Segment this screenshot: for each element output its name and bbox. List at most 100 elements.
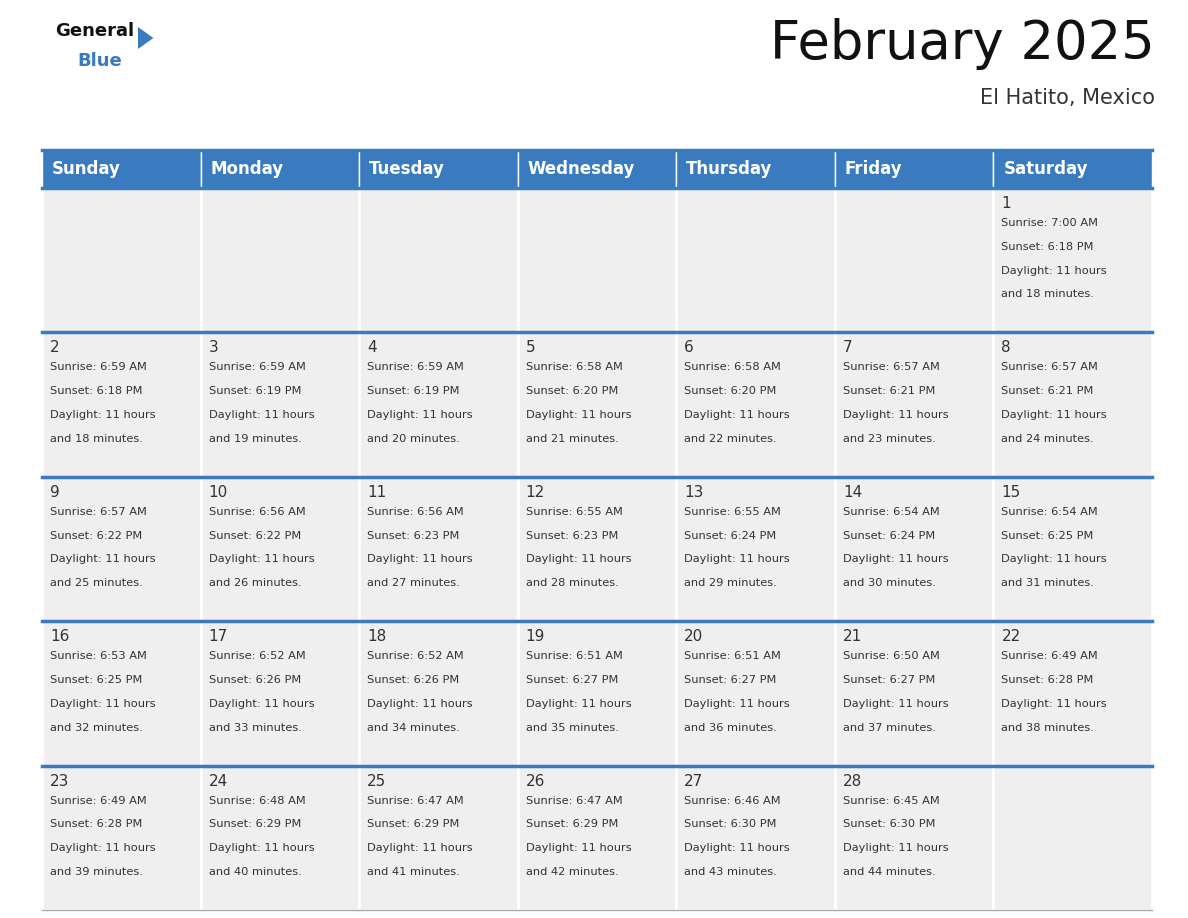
Text: Blue: Blue [77, 52, 121, 70]
Bar [518, 621, 676, 766]
Text: Sunset: 6:28 PM: Sunset: 6:28 PM [50, 820, 143, 830]
Bar [993, 150, 1152, 188]
Text: Sunset: 6:20 PM: Sunset: 6:20 PM [684, 386, 777, 397]
Text: and 35 minutes.: and 35 minutes. [526, 722, 619, 733]
Text: Sunset: 6:20 PM: Sunset: 6:20 PM [526, 386, 618, 397]
Text: Sunset: 6:18 PM: Sunset: 6:18 PM [50, 386, 143, 397]
Bar [201, 188, 359, 332]
Text: Daylight: 11 hours: Daylight: 11 hours [842, 699, 948, 709]
Bar [835, 476, 993, 621]
Text: and 33 minutes.: and 33 minutes. [209, 722, 302, 733]
Text: Daylight: 11 hours: Daylight: 11 hours [1001, 554, 1107, 565]
Text: Daylight: 11 hours: Daylight: 11 hours [526, 699, 631, 709]
Text: Sunrise: 7:00 AM: Sunrise: 7:00 AM [1001, 218, 1099, 228]
Text: 3: 3 [209, 341, 219, 355]
Text: and 31 minutes.: and 31 minutes. [1001, 578, 1094, 588]
Text: Sunset: 6:24 PM: Sunset: 6:24 PM [842, 531, 935, 541]
Text: Sunrise: 6:49 AM: Sunrise: 6:49 AM [1001, 651, 1098, 661]
Text: 28: 28 [842, 774, 862, 789]
Text: Daylight: 11 hours: Daylight: 11 hours [684, 844, 790, 853]
Text: Sunset: 6:29 PM: Sunset: 6:29 PM [367, 820, 460, 830]
Text: 26: 26 [526, 774, 545, 789]
Text: Sunset: 6:27 PM: Sunset: 6:27 PM [526, 675, 618, 685]
Bar [676, 150, 835, 188]
Bar [359, 332, 518, 476]
Text: Daylight: 11 hours: Daylight: 11 hours [50, 699, 156, 709]
Text: and 29 minutes.: and 29 minutes. [684, 578, 777, 588]
Text: Monday: Monday [210, 160, 284, 178]
Text: Daylight: 11 hours: Daylight: 11 hours [1001, 265, 1107, 275]
Text: Daylight: 11 hours: Daylight: 11 hours [209, 699, 314, 709]
Text: El Hatito, Mexico: El Hatito, Mexico [980, 88, 1155, 108]
Text: Sunrise: 6:59 AM: Sunrise: 6:59 AM [209, 363, 305, 373]
Bar [518, 188, 676, 332]
Bar [518, 476, 676, 621]
Text: Sunrise: 6:55 AM: Sunrise: 6:55 AM [684, 507, 782, 517]
Text: Sunset: 6:27 PM: Sunset: 6:27 PM [842, 675, 935, 685]
Text: 27: 27 [684, 774, 703, 789]
Text: 17: 17 [209, 629, 228, 644]
Text: Daylight: 11 hours: Daylight: 11 hours [209, 554, 314, 565]
Bar [835, 766, 993, 910]
Text: Daylight: 11 hours: Daylight: 11 hours [209, 410, 314, 420]
Bar [201, 332, 359, 476]
Text: and 28 minutes.: and 28 minutes. [526, 578, 619, 588]
Bar [676, 332, 835, 476]
Text: Sunset: 6:26 PM: Sunset: 6:26 PM [209, 675, 301, 685]
Bar [201, 766, 359, 910]
Bar [993, 476, 1152, 621]
Text: 16: 16 [50, 629, 69, 644]
Text: and 36 minutes.: and 36 minutes. [684, 722, 777, 733]
Text: and 22 minutes.: and 22 minutes. [684, 434, 777, 444]
Text: and 18 minutes.: and 18 minutes. [50, 434, 143, 444]
Text: Daylight: 11 hours: Daylight: 11 hours [367, 844, 473, 853]
Text: Sunrise: 6:52 AM: Sunrise: 6:52 AM [209, 651, 305, 661]
Text: Sunset: 6:19 PM: Sunset: 6:19 PM [367, 386, 460, 397]
Bar [42, 332, 201, 476]
Text: Daylight: 11 hours: Daylight: 11 hours [842, 410, 948, 420]
Text: Sunset: 6:23 PM: Sunset: 6:23 PM [526, 531, 618, 541]
Text: Daylight: 11 hours: Daylight: 11 hours [1001, 410, 1107, 420]
Text: 25: 25 [367, 774, 386, 789]
Text: Saturday: Saturday [1004, 160, 1088, 178]
Text: and 27 minutes.: and 27 minutes. [367, 578, 460, 588]
Text: and 44 minutes.: and 44 minutes. [842, 868, 935, 877]
Text: and 25 minutes.: and 25 minutes. [50, 578, 143, 588]
Text: Sunrise: 6:58 AM: Sunrise: 6:58 AM [526, 363, 623, 373]
Text: Sunset: 6:21 PM: Sunset: 6:21 PM [842, 386, 935, 397]
Text: Sunset: 6:28 PM: Sunset: 6:28 PM [1001, 675, 1094, 685]
Text: 21: 21 [842, 629, 862, 644]
Text: 14: 14 [842, 485, 862, 499]
Text: 18: 18 [367, 629, 386, 644]
Text: Daylight: 11 hours: Daylight: 11 hours [367, 410, 473, 420]
Bar [518, 150, 676, 188]
Text: and 43 minutes.: and 43 minutes. [684, 868, 777, 877]
Text: Sunset: 6:29 PM: Sunset: 6:29 PM [526, 820, 618, 830]
Text: 24: 24 [209, 774, 228, 789]
Text: 8: 8 [1001, 341, 1011, 355]
Text: Sunset: 6:21 PM: Sunset: 6:21 PM [1001, 386, 1094, 397]
Bar [201, 150, 359, 188]
Text: and 26 minutes.: and 26 minutes. [209, 578, 302, 588]
Bar [835, 150, 993, 188]
Text: Sunset: 6:30 PM: Sunset: 6:30 PM [684, 820, 777, 830]
Text: Wednesday: Wednesday [527, 160, 636, 178]
Text: 19: 19 [526, 629, 545, 644]
Text: Sunrise: 6:54 AM: Sunrise: 6:54 AM [1001, 507, 1098, 517]
Text: Daylight: 11 hours: Daylight: 11 hours [50, 410, 156, 420]
Text: Sunset: 6:18 PM: Sunset: 6:18 PM [1001, 241, 1094, 252]
Text: and 39 minutes.: and 39 minutes. [50, 868, 143, 877]
Text: Daylight: 11 hours: Daylight: 11 hours [684, 699, 790, 709]
Text: 1: 1 [1001, 196, 1011, 211]
Text: Daylight: 11 hours: Daylight: 11 hours [209, 844, 314, 853]
Text: Sunrise: 6:59 AM: Sunrise: 6:59 AM [367, 363, 465, 373]
Text: Sunrise: 6:48 AM: Sunrise: 6:48 AM [209, 796, 305, 806]
Text: Tuesday: Tuesday [369, 160, 446, 178]
Text: Daylight: 11 hours: Daylight: 11 hours [842, 554, 948, 565]
Bar [201, 621, 359, 766]
Text: Sunset: 6:22 PM: Sunset: 6:22 PM [209, 531, 301, 541]
Text: 13: 13 [684, 485, 703, 499]
Text: Sunrise: 6:47 AM: Sunrise: 6:47 AM [526, 796, 623, 806]
Text: Sunrise: 6:54 AM: Sunrise: 6:54 AM [842, 507, 940, 517]
Text: Sunset: 6:25 PM: Sunset: 6:25 PM [50, 675, 143, 685]
